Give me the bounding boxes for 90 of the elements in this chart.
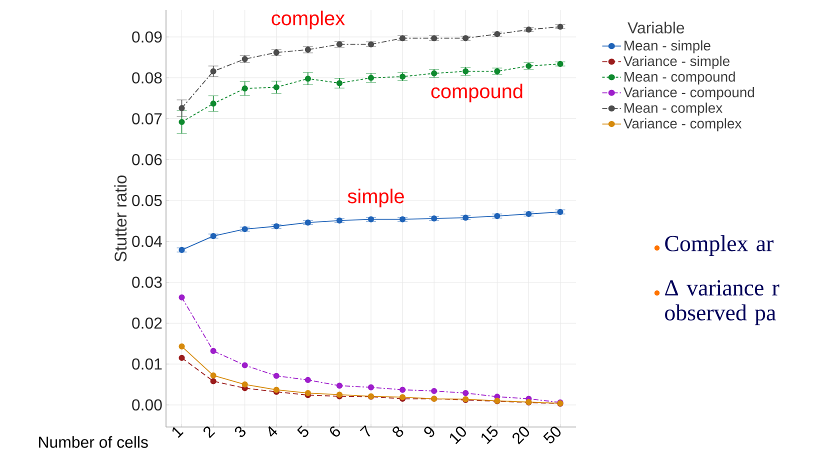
point xyxy=(526,210,532,218)
point xyxy=(178,118,185,126)
point xyxy=(178,343,185,350)
x-axis-title: Number of cells xyxy=(39,436,148,448)
point xyxy=(273,49,280,56)
point xyxy=(210,68,216,74)
point xyxy=(557,60,564,67)
point xyxy=(273,372,280,379)
y-tick-label: 0.04 xyxy=(132,236,162,248)
point xyxy=(462,68,469,74)
point xyxy=(431,70,438,76)
legend-label: Variance - complex xyxy=(623,118,742,132)
x-tick-label: 5 xyxy=(297,426,308,438)
point xyxy=(210,100,216,107)
point xyxy=(368,384,374,390)
point xyxy=(494,68,500,74)
text: Complex ar xyxy=(665,235,774,256)
x-tick-label: 8 xyxy=(392,426,404,438)
point xyxy=(178,294,185,300)
x-tick-label: 9 xyxy=(424,426,434,437)
point xyxy=(431,388,438,394)
point xyxy=(210,372,216,379)
point xyxy=(462,35,469,42)
point xyxy=(304,220,311,226)
x-tick-label: 10 xyxy=(450,426,466,444)
x-tick-label: 7 xyxy=(360,425,370,437)
point xyxy=(494,31,500,38)
point xyxy=(462,214,469,221)
y-tick-label: 0.09 xyxy=(132,31,162,43)
x-tick-label: 4 xyxy=(268,426,278,437)
legend-label: Mean - simple xyxy=(624,40,710,54)
point xyxy=(368,216,374,222)
point xyxy=(557,24,564,30)
point xyxy=(178,246,185,254)
x-tick-label: 50 xyxy=(543,426,561,444)
point xyxy=(273,84,280,90)
y-tick-label: 0.03 xyxy=(132,276,162,288)
point xyxy=(304,376,311,384)
y-tick-label: 0.08 xyxy=(132,72,162,84)
legend-label: Mean - compound xyxy=(624,71,735,84)
point xyxy=(210,378,216,384)
point xyxy=(210,233,216,240)
x-tick-label: 2 xyxy=(204,426,216,438)
point xyxy=(178,105,185,112)
point xyxy=(242,85,248,92)
point xyxy=(431,215,438,222)
legend-title: Variable xyxy=(628,22,684,34)
y-tick-label: 0.07 xyxy=(132,113,162,124)
legend-label: Variance - compound xyxy=(623,87,754,100)
x-tick-label: 15 xyxy=(481,426,498,444)
y-tick-label: 0.00 xyxy=(132,399,162,411)
point xyxy=(273,223,280,230)
x-tick-label: 20 xyxy=(512,426,530,444)
y-tick-label: 0.02 xyxy=(132,318,162,329)
point xyxy=(399,216,406,222)
point xyxy=(242,226,248,232)
annotation: simple xyxy=(348,188,404,208)
point xyxy=(399,386,406,393)
point xyxy=(336,80,343,86)
text: Δ variance r observed pa xyxy=(665,280,780,326)
y-tick-label: 0.01 xyxy=(132,358,162,370)
legend-label: Variance - simple xyxy=(623,56,730,69)
y-tick-label: 0.05 xyxy=(132,194,162,206)
point xyxy=(242,381,248,388)
point xyxy=(336,41,343,48)
legend-label: Mean - complex xyxy=(624,102,722,116)
point xyxy=(431,35,438,42)
point xyxy=(557,208,564,215)
y-axis-title: Stutter ratio xyxy=(114,175,127,262)
point xyxy=(304,46,311,53)
point xyxy=(462,390,469,396)
point xyxy=(526,62,532,70)
point xyxy=(242,56,248,62)
y-tick-label: 0.06 xyxy=(132,154,162,166)
x-tick-label: 3 xyxy=(234,426,246,438)
point xyxy=(368,41,374,48)
point xyxy=(210,348,216,354)
point xyxy=(336,217,343,224)
point xyxy=(336,382,343,389)
point xyxy=(304,76,311,82)
annotation: compound xyxy=(431,84,522,102)
point xyxy=(399,74,406,80)
x-tick-label: 1 xyxy=(172,427,184,438)
point xyxy=(178,354,185,361)
point xyxy=(399,35,406,42)
annotation: complex xyxy=(272,10,345,30)
point xyxy=(242,362,248,368)
point xyxy=(494,212,500,220)
point xyxy=(526,26,532,33)
x-tick-label: 6 xyxy=(330,426,340,437)
